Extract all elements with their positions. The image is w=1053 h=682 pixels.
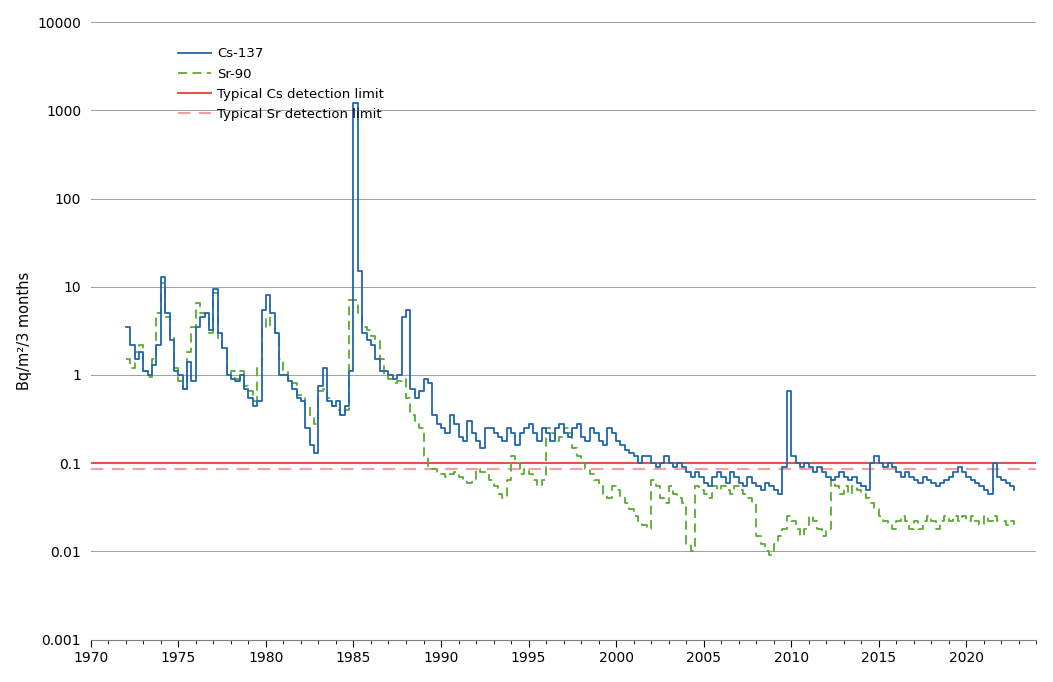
Sr-90 bbox=[220, 371, 233, 379]
Sr-90 bbox=[784, 517, 797, 525]
Line: Sr-90: Sr-90 bbox=[126, 283, 1014, 555]
Sr-90 bbox=[360, 326, 373, 334]
Cs-137 bbox=[772, 490, 784, 498]
Sr-90 bbox=[155, 279, 167, 287]
Cs-137 bbox=[216, 344, 229, 353]
Cs-137 bbox=[269, 329, 281, 337]
Sr-90 bbox=[763, 551, 776, 559]
Cs-137 bbox=[360, 336, 373, 344]
Cs-137 bbox=[588, 429, 600, 437]
Sr-90 bbox=[1008, 520, 1020, 529]
Cs-137 bbox=[347, 100, 360, 108]
Cs-137 bbox=[571, 419, 583, 428]
Y-axis label: Bq/m²/3 months: Bq/m²/3 months bbox=[17, 271, 32, 390]
Sr-90 bbox=[571, 452, 583, 460]
Legend: Cs-137, Sr-90, Typical Cs detection limit, Typical Sr detection limit: Cs-137, Sr-90, Typical Cs detection limi… bbox=[178, 47, 384, 121]
Cs-137 bbox=[1008, 486, 1020, 494]
Cs-137 bbox=[120, 323, 133, 331]
Sr-90 bbox=[588, 475, 600, 484]
Cs-137 bbox=[784, 452, 797, 460]
Sr-90 bbox=[273, 355, 285, 364]
Line: Cs-137: Cs-137 bbox=[126, 104, 1014, 494]
Sr-90 bbox=[120, 355, 133, 364]
